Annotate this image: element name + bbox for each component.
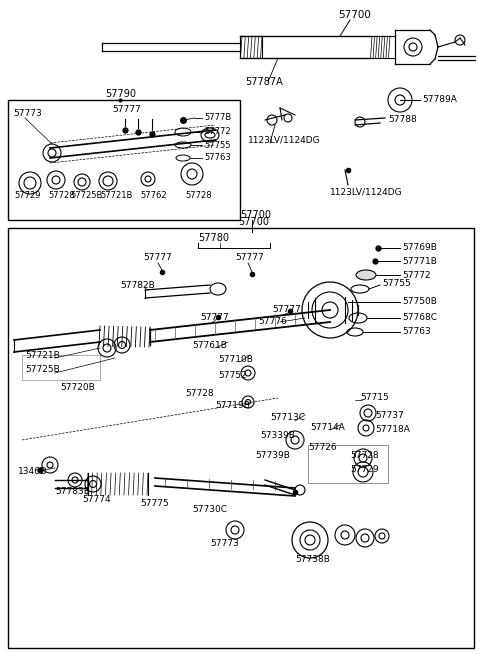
Text: 1123LV/1124DG: 1123LV/1124DG (330, 187, 403, 196)
Text: 57729: 57729 (14, 191, 40, 200)
Text: 57777: 57777 (112, 106, 141, 114)
Text: 57777: 57777 (235, 254, 264, 263)
Text: 57700: 57700 (338, 10, 371, 20)
Bar (308, 445, 388, 483)
Text: 57720B: 57720B (60, 384, 95, 392)
Text: 57721B: 57721B (25, 350, 60, 359)
Text: 57790: 57790 (105, 89, 136, 99)
Text: 57773: 57773 (210, 539, 239, 547)
Text: 57721B: 57721B (100, 191, 132, 200)
Text: 57339B: 57339B (260, 430, 295, 440)
Text: 1346D: 1346D (18, 468, 48, 476)
Text: 57728: 57728 (185, 388, 214, 397)
Text: 5777B: 5777B (204, 114, 231, 122)
Text: 57789A: 57789A (422, 95, 457, 104)
Text: 57774: 57774 (82, 495, 110, 505)
Text: 57762: 57762 (140, 191, 167, 200)
Text: 57730C: 57730C (192, 505, 227, 514)
Text: 57725B: 57725B (70, 191, 102, 200)
Text: 57700: 57700 (240, 210, 271, 220)
Text: 57780: 57780 (198, 233, 229, 243)
Text: 57772: 57772 (402, 271, 431, 279)
Text: 57763: 57763 (204, 154, 231, 162)
Text: 57752: 57752 (218, 371, 247, 380)
Text: 57772: 57772 (204, 127, 230, 137)
Bar (8, 228, 474, 648)
Text: 57725B: 57725B (25, 365, 60, 374)
Text: 57787A: 57787A (245, 77, 283, 87)
Text: 1123LV/1124DG: 1123LV/1124DG (248, 135, 321, 145)
Text: 57710B: 57710B (218, 355, 253, 365)
Text: 57761B: 57761B (192, 340, 227, 350)
Text: 57738B: 57738B (295, 556, 330, 564)
Text: 57773: 57773 (13, 108, 42, 118)
Text: 57700: 57700 (238, 217, 269, 227)
Text: 57782B: 57782B (120, 281, 155, 290)
Text: 57728: 57728 (350, 451, 379, 459)
Text: 57719B: 57719B (215, 401, 250, 411)
Bar (8, 100, 240, 220)
Text: 57775: 57775 (140, 499, 169, 507)
Text: 57788: 57788 (388, 116, 417, 124)
Text: 57728: 57728 (48, 191, 74, 200)
Text: 57755: 57755 (204, 141, 230, 150)
Text: 57771B: 57771B (402, 256, 437, 265)
Text: 57769B: 57769B (402, 244, 437, 252)
Text: 57755: 57755 (382, 279, 411, 288)
Text: 57777: 57777 (272, 306, 301, 315)
Text: 57729: 57729 (350, 466, 379, 474)
Ellipse shape (356, 270, 376, 280)
Text: 57776: 57776 (258, 317, 287, 327)
Text: 57713C: 57713C (270, 413, 305, 422)
Text: 57777: 57777 (143, 254, 172, 263)
Text: 57768C: 57768C (402, 313, 437, 323)
Text: 57728: 57728 (185, 191, 212, 200)
Text: 57715: 57715 (360, 394, 389, 403)
Text: 57763: 57763 (402, 327, 431, 336)
Text: 57726: 57726 (308, 443, 336, 453)
Text: 57777: 57777 (200, 313, 229, 323)
Text: 57750B: 57750B (402, 298, 437, 307)
Text: 57783B: 57783B (55, 487, 90, 497)
Text: 57737: 57737 (375, 411, 404, 420)
Text: 57739B: 57739B (255, 451, 290, 459)
Text: 57714A: 57714A (310, 424, 345, 432)
Text: 57718A: 57718A (375, 426, 410, 434)
Bar (22, 355, 100, 380)
